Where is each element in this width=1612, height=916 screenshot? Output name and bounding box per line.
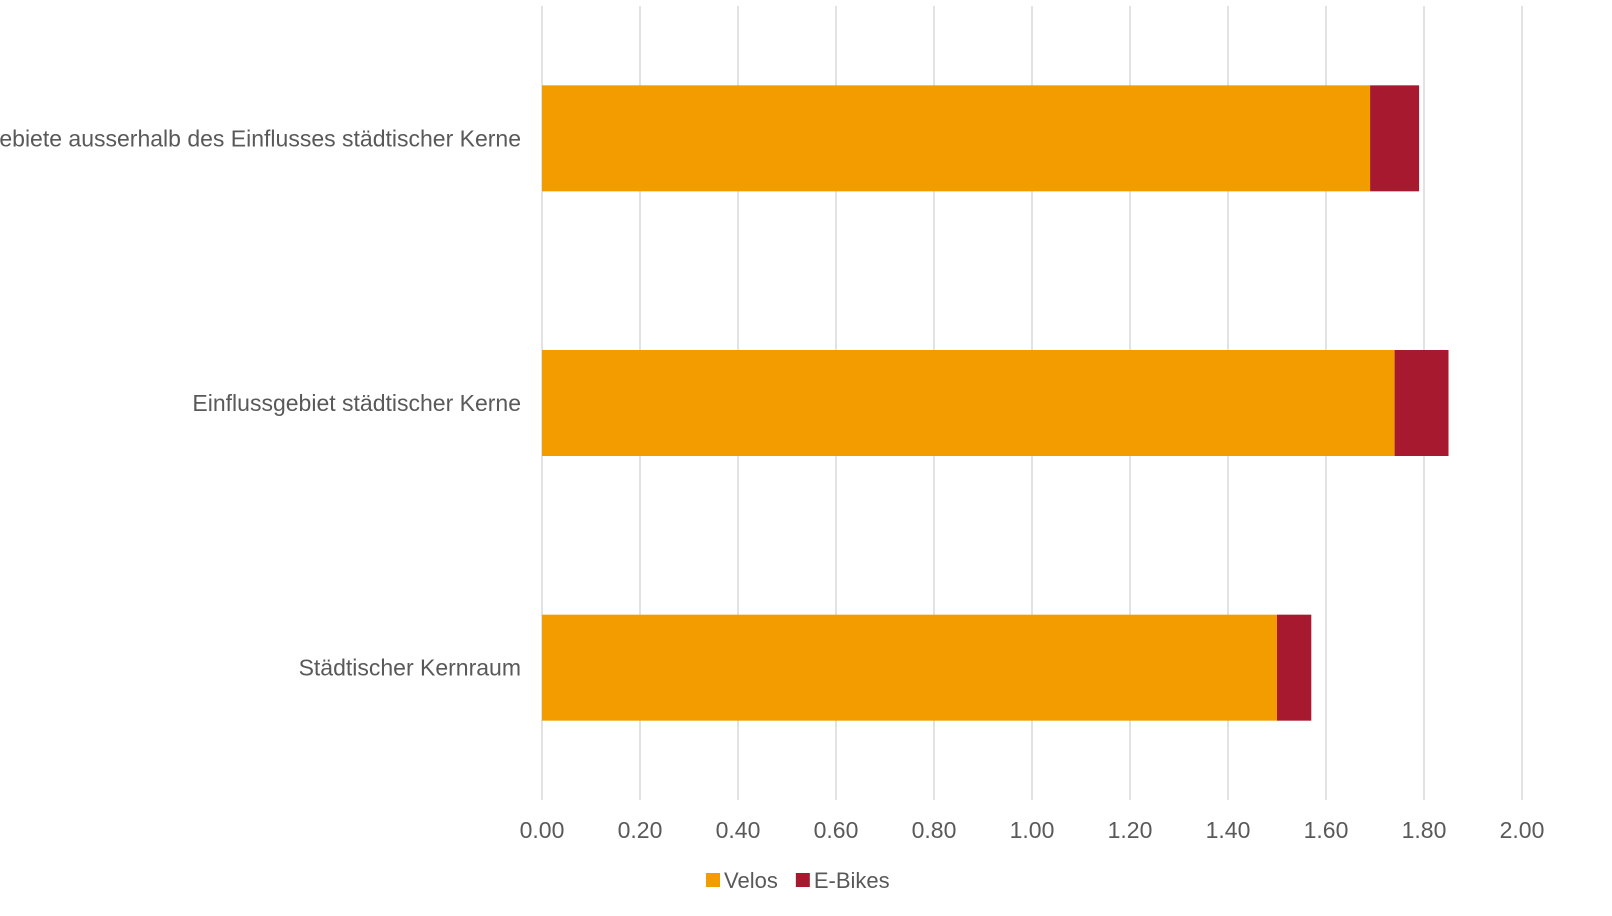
bar-e-bikes (1277, 614, 1312, 721)
legend: Velos E-Bikes (706, 868, 890, 893)
legend-label: E-Bikes (814, 868, 890, 893)
legend-swatch (795, 873, 810, 887)
bar-velos (542, 350, 1395, 456)
category-label: Gebiete ausserhalb des Einflusses städti… (0, 125, 521, 151)
legend-label: Velos (724, 868, 778, 893)
bar-e-bikes (1370, 85, 1420, 192)
category-label: Einflussgebiet städtischer Kerne (192, 390, 521, 416)
legend-swatch (706, 873, 720, 887)
bar-velos (542, 614, 1277, 721)
bar-e-bikes (1394, 350, 1449, 456)
x-tick-label: 0.80 (912, 817, 957, 843)
category-labels: Gebiete ausserhalb des Einflusses städti… (0, 125, 521, 680)
x-tick-label: 1.20 (1108, 817, 1153, 843)
category-label: Städtischer Kernraum (299, 655, 521, 681)
bars (542, 85, 1449, 721)
x-tick-label: 0.00 (520, 817, 565, 843)
bar-velos (542, 85, 1371, 192)
x-tick-label: 1.60 (1304, 817, 1349, 843)
x-tick-label: 0.40 (716, 817, 761, 843)
x-tick-label: 1.00 (1010, 817, 1055, 843)
x-tick-label: 2.00 (1500, 817, 1545, 843)
x-tick-label: 0.20 (618, 817, 663, 843)
x-tick-label: 1.80 (1402, 817, 1447, 843)
x-tick-label: 1.40 (1206, 817, 1251, 843)
x-axis-ticks: 0.00 0.20 0.40 0.60 0.80 1.00 1.20 1.40 1.60 1.80… (520, 817, 1545, 843)
x-tick-label: 0.60 (814, 817, 859, 843)
